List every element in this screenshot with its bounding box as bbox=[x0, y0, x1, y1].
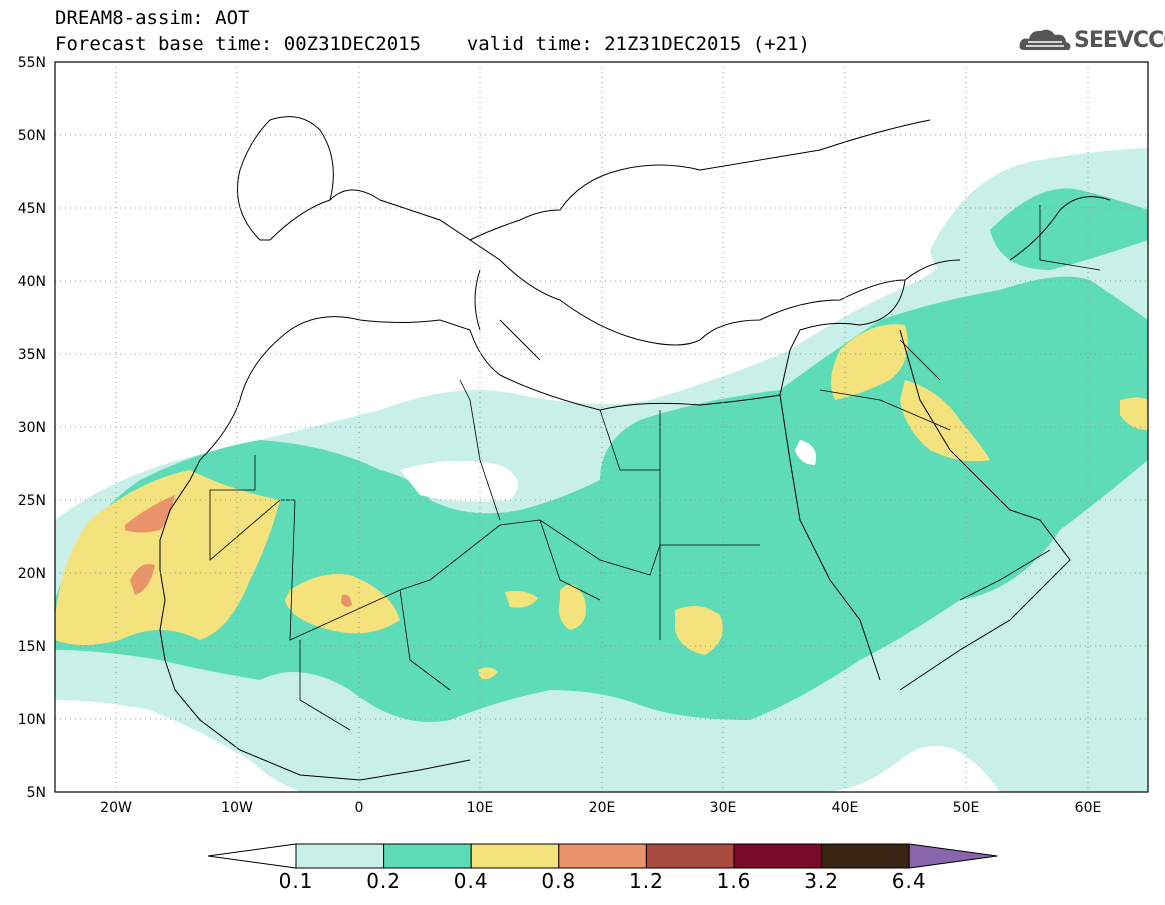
lon-label: 20E bbox=[589, 800, 616, 816]
lat-label: 40N bbox=[18, 274, 46, 290]
logo-text: SEEVCCC bbox=[1074, 28, 1165, 53]
lon-label: 10E bbox=[467, 800, 494, 816]
lat-label: 30N bbox=[18, 420, 46, 436]
colorbar-level-label: 0.2 bbox=[366, 869, 401, 893]
lon-label: 50E bbox=[953, 800, 980, 816]
colorbar-level-label: 1.6 bbox=[716, 869, 752, 893]
seevccc-logo: SEEVCCC bbox=[1018, 24, 1165, 58]
cloud-icon bbox=[1019, 29, 1071, 50]
aot-level-0.8 bbox=[125, 495, 175, 533]
forecast-time-line: Forecast base time: 00Z31DEC2015 valid t… bbox=[55, 33, 810, 55]
country-borders bbox=[209, 205, 1101, 731]
lat-label: 55N bbox=[18, 55, 46, 71]
aot-map: 55N 50N 45N 40N 35N 30N 25N 20N 15N 10N … bbox=[18, 55, 1149, 816]
lon-label: 40E bbox=[832, 800, 859, 816]
lat-label: 20N bbox=[18, 566, 46, 582]
lon-label: 30E bbox=[710, 800, 737, 816]
graticule bbox=[55, 62, 1148, 792]
colorbar-level-label: 3.2 bbox=[804, 869, 839, 893]
lat-label: 25N bbox=[18, 493, 46, 509]
lon-labels: 20W 10W 0 10E 20E 30E 40E 50E 60E bbox=[100, 800, 1101, 816]
map-frame bbox=[54, 61, 1149, 793]
colorbar-level-label: 0.4 bbox=[453, 869, 489, 893]
lat-label: 5N bbox=[27, 785, 46, 801]
colorbar-level-label: 1.2 bbox=[628, 869, 664, 893]
lon-label: 60E bbox=[1075, 800, 1102, 816]
lat-label: 45N bbox=[18, 201, 46, 217]
lon-label: 10W bbox=[221, 800, 253, 816]
coastlines bbox=[159, 116, 1111, 781]
lat-labels: 55N 50N 45N 40N 35N 30N 25N 20N 15N 10N … bbox=[18, 55, 46, 801]
map-title: DREAM8-assim: AOT bbox=[55, 7, 250, 29]
lat-label: 50N bbox=[18, 128, 46, 144]
colorbar-level-label: 0.8 bbox=[541, 869, 577, 893]
lat-label: 15N bbox=[18, 639, 46, 655]
colorbar-level-label: 6.4 bbox=[891, 869, 927, 893]
colorbar-level-label: 0.1 bbox=[278, 869, 314, 893]
lon-label: 0 bbox=[355, 800, 364, 816]
lat-label: 35N bbox=[18, 347, 46, 363]
lon-label: 20W bbox=[100, 800, 132, 816]
lat-label: 10N bbox=[18, 712, 46, 728]
aot-level-0.4 bbox=[55, 470, 280, 645]
